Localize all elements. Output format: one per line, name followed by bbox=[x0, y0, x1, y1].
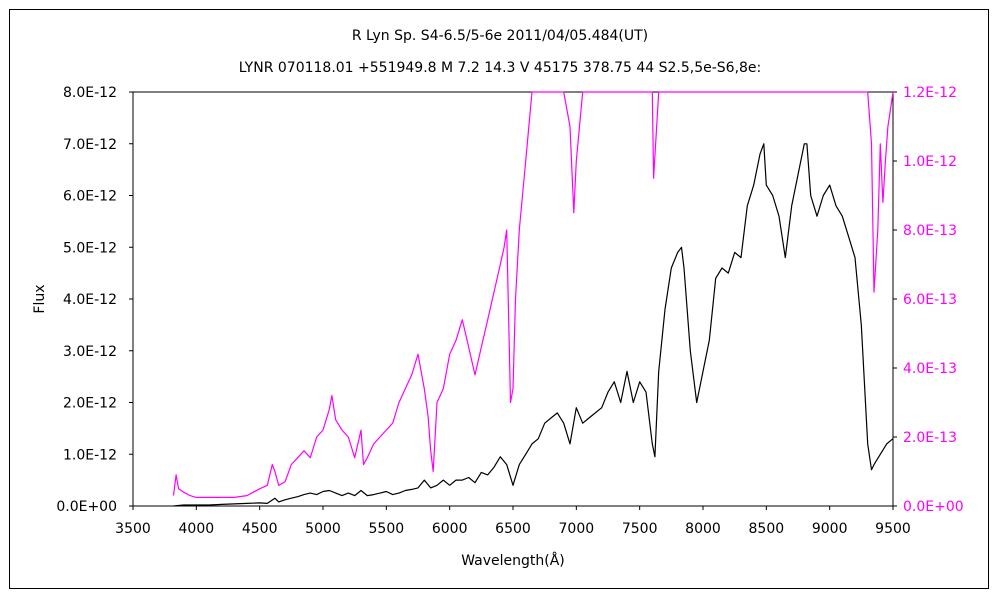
x-tick-label: 9000 bbox=[812, 521, 848, 537]
x-tick-label: 6000 bbox=[432, 521, 468, 537]
y-axis-left: 0.0E+00 1.0E-12 2.0E-12 3.0E-12 4.0E-12 5.0E-… bbox=[56, 85, 133, 515]
y2-tick-label: 4.0E-13 bbox=[903, 361, 957, 377]
y-axis-right: 0.0E+00 2.0E-13 4.0E-13 6.0E-13 8.0E-13 1.0E-… bbox=[893, 85, 964, 515]
y-tick-label: 0.0E+00 bbox=[56, 499, 117, 515]
x-tick-label: 8000 bbox=[685, 521, 721, 537]
x-tick-label: 5500 bbox=[369, 521, 405, 537]
chart-title: R Lyn Sp. S4-6.5/5-6e 2011/04/05.484(UT) bbox=[352, 28, 648, 44]
plot-area bbox=[132, 91, 894, 507]
x-tick-label: 5000 bbox=[305, 521, 341, 537]
y2-tick-label: 6.0E-13 bbox=[903, 292, 957, 308]
y-tick-label: 3.0E-12 bbox=[63, 344, 117, 360]
x-axis-label: Wavelength(Å) bbox=[461, 552, 565, 569]
x-tick-label: 4000 bbox=[179, 521, 215, 537]
series-line-right-axis bbox=[172, 91, 894, 498]
y-tick-label: 2.0E-12 bbox=[63, 396, 117, 412]
x-tick-label: 6500 bbox=[495, 521, 531, 537]
x-tick-label: 3500 bbox=[115, 521, 151, 537]
y-tick-label: 1.0E-12 bbox=[63, 447, 117, 463]
x-tick-label: 9500 bbox=[875, 521, 911, 537]
series-lines bbox=[172, 91, 894, 507]
x-tick-label: 7000 bbox=[559, 521, 595, 537]
y-axis-label: Flux bbox=[32, 284, 48, 313]
y-tick-label: 6.0E-12 bbox=[63, 189, 117, 205]
series-line-left-axis bbox=[173, 143, 894, 507]
x-tick-label: 8500 bbox=[749, 521, 785, 537]
y2-tick-label: 1.0E-12 bbox=[903, 154, 957, 170]
y2-tick-label: 8.0E-13 bbox=[903, 223, 957, 239]
chart-subtitle: LYNR 070118.01 +551949.8 M 7.2 14.3 V 45… bbox=[239, 60, 762, 76]
x-tick-label: 4500 bbox=[242, 521, 278, 537]
y2-tick-label: 2.0E-13 bbox=[903, 430, 957, 446]
y2-tick-label: 1.2E-12 bbox=[903, 85, 957, 101]
x-axis: 3500 4000 4500 5000 5500 6000 6500 7000 7500 8000… bbox=[115, 506, 911, 537]
y-tick-label: 8.0E-12 bbox=[63, 85, 117, 101]
y2-tick-label: 0.0E+00 bbox=[903, 499, 964, 515]
y-tick-label: 5.0E-12 bbox=[63, 240, 117, 256]
chart-frame bbox=[9, 9, 989, 589]
y-tick-label: 4.0E-12 bbox=[63, 292, 117, 308]
y-tick-label: 7.0E-12 bbox=[63, 137, 117, 153]
x-tick-label: 7500 bbox=[622, 521, 658, 537]
